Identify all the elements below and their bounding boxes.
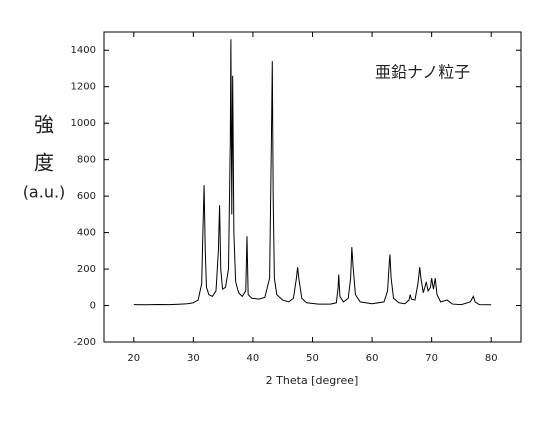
annotation: 亜鉛ナノ粒子 bbox=[375, 63, 470, 82]
x-label: 2 Theta [degree] bbox=[266, 374, 359, 387]
x-tick-label: 80 bbox=[485, 353, 498, 364]
y-tick-label: -200 bbox=[73, 337, 96, 348]
y-tick-label: 600 bbox=[77, 191, 96, 202]
y-label: 強 bbox=[34, 113, 54, 137]
spectrum-line bbox=[133, 39, 492, 306]
x-tick-label: 40 bbox=[247, 353, 260, 364]
y-tick-label: 200 bbox=[77, 264, 96, 275]
y-label: (a.u.) bbox=[23, 183, 66, 202]
y-tick-label: 800 bbox=[77, 155, 96, 166]
x-tick-label: 60 bbox=[366, 353, 379, 364]
x-tick-label: 20 bbox=[127, 353, 140, 364]
y-tick-label: 0 bbox=[90, 301, 96, 312]
y-tick-label: 1200 bbox=[71, 82, 96, 93]
y-tick-label: 1000 bbox=[71, 118, 96, 129]
y-tick-label: 1400 bbox=[71, 45, 96, 56]
y-label: 度 bbox=[34, 151, 54, 175]
x-tick-label: 50 bbox=[306, 353, 319, 364]
y-tick-label: 400 bbox=[77, 228, 96, 239]
x-tick-label: 30 bbox=[187, 353, 200, 364]
x-tick-label: 70 bbox=[425, 353, 438, 364]
